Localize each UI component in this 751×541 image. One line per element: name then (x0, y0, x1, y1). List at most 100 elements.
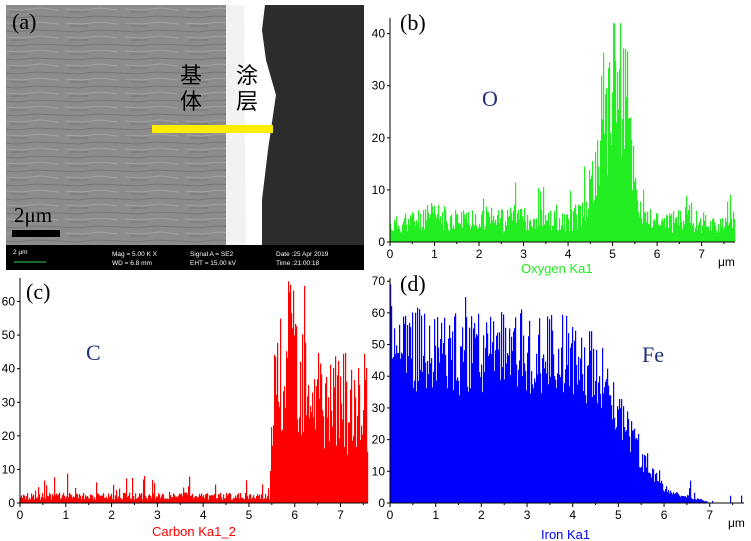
bar (604, 133, 606, 242)
bar (652, 227, 654, 242)
bar (548, 212, 550, 242)
bar (311, 412, 313, 503)
bar (506, 225, 508, 242)
x-tick-label: 7 (706, 508, 713, 522)
bar (623, 406, 625, 503)
bar (409, 224, 411, 242)
bar (253, 495, 255, 503)
x-tick-label: 4 (565, 247, 572, 261)
bar (502, 367, 504, 503)
bar (319, 398, 321, 503)
bar (714, 221, 716, 242)
x-tick-label: 6 (654, 247, 661, 261)
bar (214, 493, 216, 503)
bar (242, 497, 244, 503)
bar (530, 393, 532, 503)
bar (599, 376, 601, 503)
bar (551, 315, 553, 503)
bar (693, 499, 695, 503)
info-date: Date :25 Apr 2019 (276, 251, 329, 258)
bar (604, 387, 606, 503)
bar (452, 331, 454, 503)
bar (668, 227, 670, 242)
bar (579, 205, 581, 242)
bar (458, 223, 460, 242)
bar (675, 218, 677, 242)
bar (516, 364, 518, 503)
bar (280, 318, 282, 503)
bar (633, 430, 635, 503)
bar (64, 495, 66, 503)
bar (615, 60, 617, 243)
bar (308, 385, 310, 503)
bar (457, 214, 459, 242)
bar (587, 217, 589, 242)
bar (468, 211, 470, 242)
oxygen-element-label: O (482, 86, 498, 111)
bar (263, 499, 265, 503)
bar (628, 119, 630, 242)
bar (486, 206, 488, 242)
bar (559, 374, 561, 503)
bar (128, 495, 130, 503)
x-tick-label: 1 (432, 508, 439, 522)
bar (555, 218, 557, 242)
bar (273, 425, 275, 503)
bar (235, 495, 237, 503)
bar (562, 314, 564, 503)
bar (328, 397, 330, 503)
bar (293, 290, 295, 503)
bar (247, 496, 249, 503)
bar (291, 313, 293, 503)
bar (514, 205, 516, 242)
bar (557, 229, 559, 242)
bar (713, 218, 715, 242)
bar (95, 499, 97, 503)
bar (132, 477, 134, 503)
bar (574, 340, 576, 503)
bar (699, 221, 701, 242)
bar (262, 484, 264, 503)
scale-bar-label: 2μm (14, 203, 52, 227)
bar (87, 495, 89, 503)
bar (610, 395, 612, 503)
bar (209, 495, 211, 503)
bar (79, 494, 81, 503)
bar (549, 225, 551, 242)
bar (115, 495, 117, 503)
bar (554, 211, 556, 242)
bar (532, 384, 534, 503)
bar (660, 225, 662, 242)
bar (535, 228, 537, 242)
bar (452, 228, 454, 242)
bar (556, 204, 558, 242)
bar (488, 356, 490, 503)
bar (700, 218, 702, 242)
bar (698, 224, 700, 242)
bar (533, 388, 535, 503)
substrate-label-1: 基 (180, 64, 202, 89)
x-tick-label: 3 (154, 508, 161, 522)
bar (251, 498, 253, 503)
bar (621, 156, 623, 242)
bar (565, 369, 567, 503)
bar (685, 496, 687, 503)
bar (639, 217, 641, 242)
bar (692, 499, 694, 503)
bar (138, 496, 140, 503)
bar (45, 498, 47, 503)
bar (412, 312, 414, 503)
bar (454, 228, 456, 242)
bar (81, 499, 83, 503)
bar (675, 493, 677, 503)
bar (434, 205, 436, 242)
bar (432, 206, 434, 242)
bar (334, 387, 336, 503)
bar (595, 380, 597, 503)
bar (478, 313, 480, 503)
bar (327, 417, 329, 503)
bar (563, 392, 565, 503)
bar (288, 281, 290, 503)
bar (540, 191, 542, 242)
bar (570, 347, 572, 503)
